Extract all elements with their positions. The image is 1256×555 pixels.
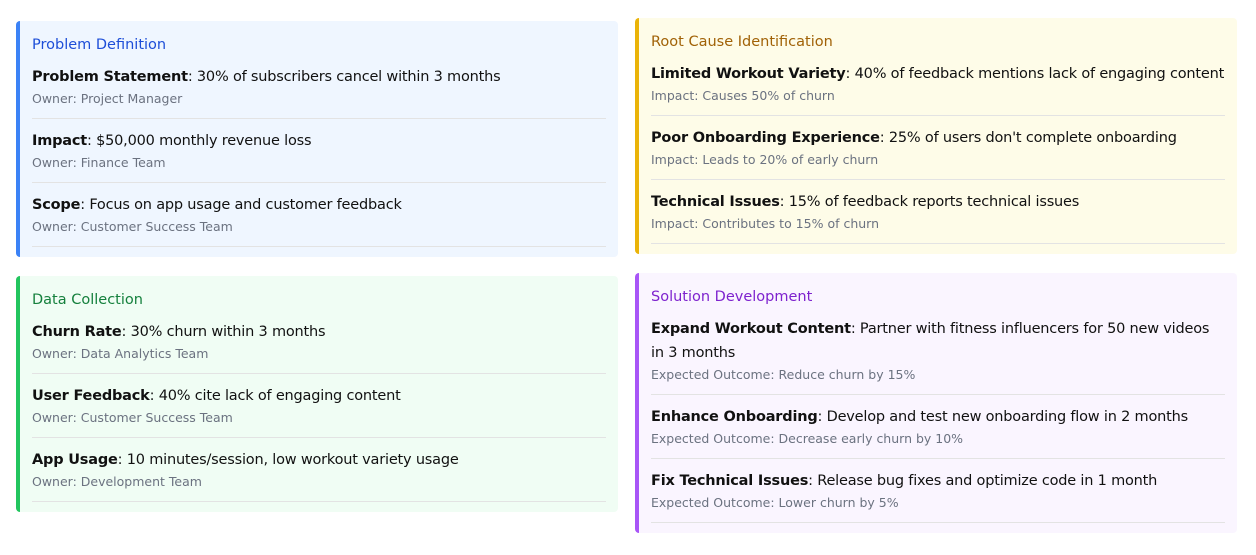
- item-description: : 40% of feedback mentions lack of engag…: [845, 66, 1225, 82]
- item-detail: Owner: Development Team: [32, 474, 202, 489]
- item-description: : Focus on app usage and customer feedba…: [80, 197, 402, 213]
- item-text: Problem Statement: 30% of subscribers ca…: [32, 65, 606, 89]
- list-item: Fix Technical Issues: Release bug fixes …: [651, 469, 1225, 523]
- item-label: App Usage: [32, 452, 118, 468]
- item-label: Fix Technical Issues: [651, 473, 809, 489]
- item-label: Technical Issues: [651, 194, 780, 210]
- item-description: : 25% of users don't complete onboarding: [879, 130, 1177, 146]
- item-detail: Impact: Leads to 20% of early churn: [651, 152, 879, 167]
- item-text: Limited Workout Variety: 40% of feedback…: [651, 62, 1225, 86]
- item-description: : 30% churn within 3 months: [121, 324, 326, 340]
- item-detail: Impact: Causes 50% of churn: [651, 88, 835, 103]
- list-item: Expand Workout Content: Partner with fit…: [651, 317, 1225, 395]
- item-text: Churn Rate: 30% churn within 3 months: [32, 320, 606, 344]
- item-description: : 15% of feedback reports technical issu…: [779, 194, 1080, 210]
- item-description: : Release bug fixes and optimize code in…: [808, 473, 1158, 489]
- list-item: Impact: $50,000 monthly revenue loss Owne…: [32, 129, 606, 183]
- card-title: Data Collection: [32, 292, 143, 308]
- item-detail: Owner: Finance Team: [32, 155, 166, 170]
- list-item: Enhance Onboarding: Develop and test new…: [651, 405, 1225, 459]
- item-description: : $50,000 monthly revenue loss: [87, 133, 312, 149]
- item-detail: Owner: Project Manager: [32, 91, 183, 106]
- item-text: Enhance Onboarding: Develop and test new…: [651, 405, 1225, 429]
- list-item: Poor Onboarding Experience: 25% of users…: [651, 126, 1225, 180]
- card-title: Solution Development: [651, 289, 813, 305]
- card-title: Root Cause Identification: [651, 34, 833, 50]
- item-label: Problem Statement: [32, 69, 188, 85]
- problem-definition-card: Problem Definition Problem Statement: 30%…: [16, 21, 618, 257]
- item-detail: Expected Outcome: Decrease early churn b…: [651, 431, 964, 446]
- item-label: Scope: [32, 197, 81, 213]
- solution-development-card: Solution Development Expand Workout Conte…: [635, 273, 1237, 533]
- item-detail: Owner: Customer Success Team: [32, 219, 233, 234]
- item-label: Limited Workout Variety: [651, 66, 846, 82]
- item-description: : 10 minutes/session, low workout variet…: [117, 452, 459, 468]
- item-description: : 40% cite lack of engaging content: [149, 388, 401, 404]
- item-label: Impact: [32, 133, 87, 149]
- item-text: Scope: Focus on app usage and customer f…: [32, 193, 606, 217]
- item-text: User Feedback: 40% cite lack of engaging…: [32, 384, 606, 408]
- item-detail: Owner: Customer Success Team: [32, 410, 233, 425]
- item-description: : Develop and test new onboarding flow i…: [817, 409, 1189, 425]
- list-item: App Usage: 10 minutes/session, low worko…: [32, 448, 606, 502]
- card-title: Problem Definition: [32, 37, 167, 53]
- item-text: Impact: $50,000 monthly revenue loss: [32, 129, 606, 153]
- list-item: Problem Statement: 30% of subscribers ca…: [32, 65, 606, 119]
- item-detail: Expected Outcome: Lower churn by 5%: [651, 495, 899, 510]
- list-item: Scope: Focus on app usage and customer f…: [32, 193, 606, 247]
- item-description: : Partner with fitness influencers for 5…: [651, 321, 1210, 361]
- item-text: Poor Onboarding Experience: 25% of users…: [651, 126, 1225, 150]
- list-item: Limited Workout Variety: 40% of feedback…: [651, 62, 1225, 116]
- list-item: Churn Rate: 30% churn within 3 months Own…: [32, 320, 606, 374]
- item-text: App Usage: 10 minutes/session, low worko…: [32, 448, 606, 472]
- list-item: User Feedback: 40% cite lack of engaging…: [32, 384, 606, 438]
- item-text: Technical Issues: 15% of feedback report…: [651, 190, 1225, 214]
- item-label: User Feedback: [32, 388, 150, 404]
- data-collection-card: Data Collection Churn Rate: 30% churn wit…: [16, 276, 618, 512]
- item-label: Expand Workout Content: [651, 321, 851, 337]
- item-text: Fix Technical Issues: Release bug fixes …: [651, 469, 1225, 493]
- item-detail: Expected Outcome: Reduce churn by 15%: [651, 367, 916, 382]
- item-detail: Impact: Contributes to 15% of churn: [651, 216, 880, 231]
- item-label: Churn Rate: [32, 324, 122, 340]
- item-label: Enhance Onboarding: [651, 409, 818, 425]
- item-detail: Owner: Data Analytics Team: [32, 346, 209, 361]
- item-text: Expand Workout Content: Partner with fit…: [651, 317, 1225, 365]
- item-label: Poor Onboarding Experience: [651, 130, 880, 146]
- list-item: Technical Issues: 15% of feedback report…: [651, 190, 1225, 244]
- item-description: : 30% of subscribers cancel within 3 mon…: [187, 69, 501, 85]
- root-cause-card: Root Cause Identification Limited Workout…: [635, 18, 1237, 254]
